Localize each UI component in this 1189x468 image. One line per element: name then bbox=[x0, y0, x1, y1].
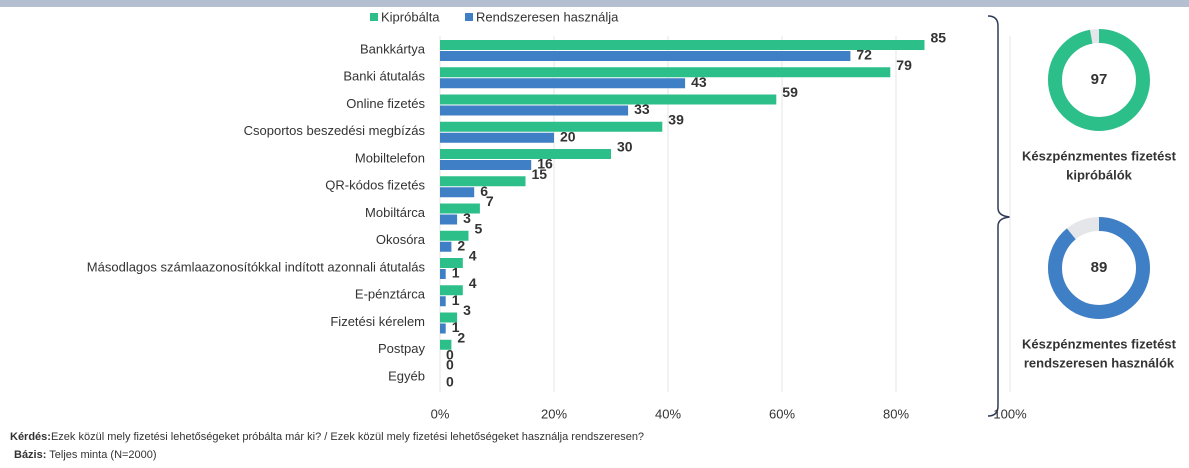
value-label: 72 bbox=[856, 47, 872, 63]
value-label: 79 bbox=[896, 57, 912, 73]
donut-label: rendszeresen használók bbox=[1024, 355, 1175, 370]
donut-value: 89 bbox=[1091, 259, 1108, 276]
value-label: 3 bbox=[463, 302, 471, 318]
category-label: E-pénztárca bbox=[355, 287, 426, 302]
category-label: Fizetési kérelem bbox=[330, 314, 425, 329]
value-label: 16 bbox=[537, 156, 553, 172]
footer-question: Kérdés:Ezek közül mely fizetési lehetősé… bbox=[10, 431, 644, 443]
bar bbox=[440, 67, 891, 78]
category-label: Online fizetés bbox=[346, 96, 425, 111]
category-label: Okosóra bbox=[376, 232, 426, 247]
category-label: Postpay bbox=[378, 341, 425, 356]
bar bbox=[440, 94, 777, 105]
x-tick-label: 0% bbox=[431, 406, 450, 421]
category-label: Bankkártya bbox=[360, 41, 426, 56]
x-tick-label: 60% bbox=[769, 406, 795, 421]
question: Ezek közül mely fizetési lehetőségeket p… bbox=[51, 431, 644, 443]
bar bbox=[440, 105, 629, 116]
donut-label: Készpénzmentes fizetést bbox=[1022, 148, 1177, 163]
x-tick-label: 20% bbox=[541, 406, 567, 421]
value-label: 1 bbox=[452, 265, 460, 281]
value-label: 6 bbox=[480, 183, 488, 199]
value-label: 1 bbox=[452, 292, 460, 308]
bar bbox=[440, 132, 554, 143]
bar bbox=[440, 203, 480, 214]
value-label: 15 bbox=[532, 166, 548, 182]
bar bbox=[440, 160, 532, 170]
value-label: 4 bbox=[469, 248, 477, 264]
value-label: 85 bbox=[931, 30, 947, 46]
donut-label: Készpénzmentes fizetést bbox=[1022, 336, 1177, 351]
bar bbox=[440, 230, 469, 241]
bar bbox=[440, 296, 446, 307]
value-label: 7 bbox=[486, 193, 494, 209]
bar bbox=[440, 51, 851, 61]
legend-swatch bbox=[465, 13, 473, 21]
legend-label: Kipróbálta bbox=[381, 9, 440, 24]
category-label: Mobiltelefon bbox=[355, 150, 425, 165]
base: Teljes minta (N=2000) bbox=[49, 449, 156, 461]
bar bbox=[440, 339, 452, 350]
top-strip bbox=[0, 0, 1189, 7]
value-label: 43 bbox=[691, 74, 707, 90]
value-label: 20 bbox=[560, 128, 576, 144]
category-label: Egyéb bbox=[388, 368, 425, 383]
bar bbox=[440, 40, 925, 50]
x-tick-label: 40% bbox=[655, 406, 681, 421]
bar bbox=[440, 269, 446, 279]
value-label: 4 bbox=[469, 275, 477, 291]
bar bbox=[440, 149, 611, 159]
legend-label: Rendszeresen használja bbox=[476, 9, 619, 24]
bar bbox=[440, 323, 446, 334]
x-tick-label: 80% bbox=[883, 406, 909, 421]
value-label: 39 bbox=[668, 111, 684, 127]
bar bbox=[440, 78, 686, 89]
bracket bbox=[987, 15, 1011, 417]
value-label: 0 bbox=[446, 357, 454, 373]
value-label: 30 bbox=[617, 139, 633, 155]
value-label: 59 bbox=[782, 84, 798, 100]
bar bbox=[440, 258, 463, 268]
value-label: 5 bbox=[475, 220, 483, 236]
donut-arc bbox=[1048, 29, 1150, 131]
legend-swatch bbox=[370, 13, 378, 21]
category-label: Másodlagos számlaazonosítókkal indított … bbox=[87, 259, 426, 274]
bar bbox=[440, 285, 463, 296]
value-label: 0 bbox=[446, 346, 454, 362]
value-label: 0 bbox=[446, 374, 454, 390]
value-label: 3 bbox=[463, 210, 471, 226]
donut-label: kipróbálók bbox=[1066, 167, 1133, 182]
bar bbox=[440, 121, 663, 132]
donut-value: 97 bbox=[1091, 71, 1108, 88]
category-label: Csoportos beszedési megbízás bbox=[244, 123, 426, 138]
base-label: Bázis: bbox=[14, 449, 46, 461]
bar bbox=[440, 176, 526, 187]
category-label: Mobiltárca bbox=[365, 205, 426, 220]
value-label: 2 bbox=[457, 237, 465, 253]
bar bbox=[440, 241, 452, 252]
bar bbox=[440, 187, 475, 198]
footer-base: Bázis: Teljes minta (N=2000) bbox=[14, 449, 157, 461]
bar bbox=[440, 214, 458, 225]
category-label: QR-kódos fizetés bbox=[325, 178, 425, 193]
question-label: Kérdés: bbox=[10, 431, 51, 443]
value-label: 33 bbox=[634, 101, 650, 117]
bar bbox=[440, 312, 458, 323]
x-tick-label: 100% bbox=[993, 406, 1027, 421]
value-label: 1 bbox=[452, 319, 460, 335]
donut-arc bbox=[1048, 217, 1150, 319]
category-label: Banki átutalás bbox=[343, 69, 425, 84]
value-label: 2 bbox=[457, 329, 465, 345]
